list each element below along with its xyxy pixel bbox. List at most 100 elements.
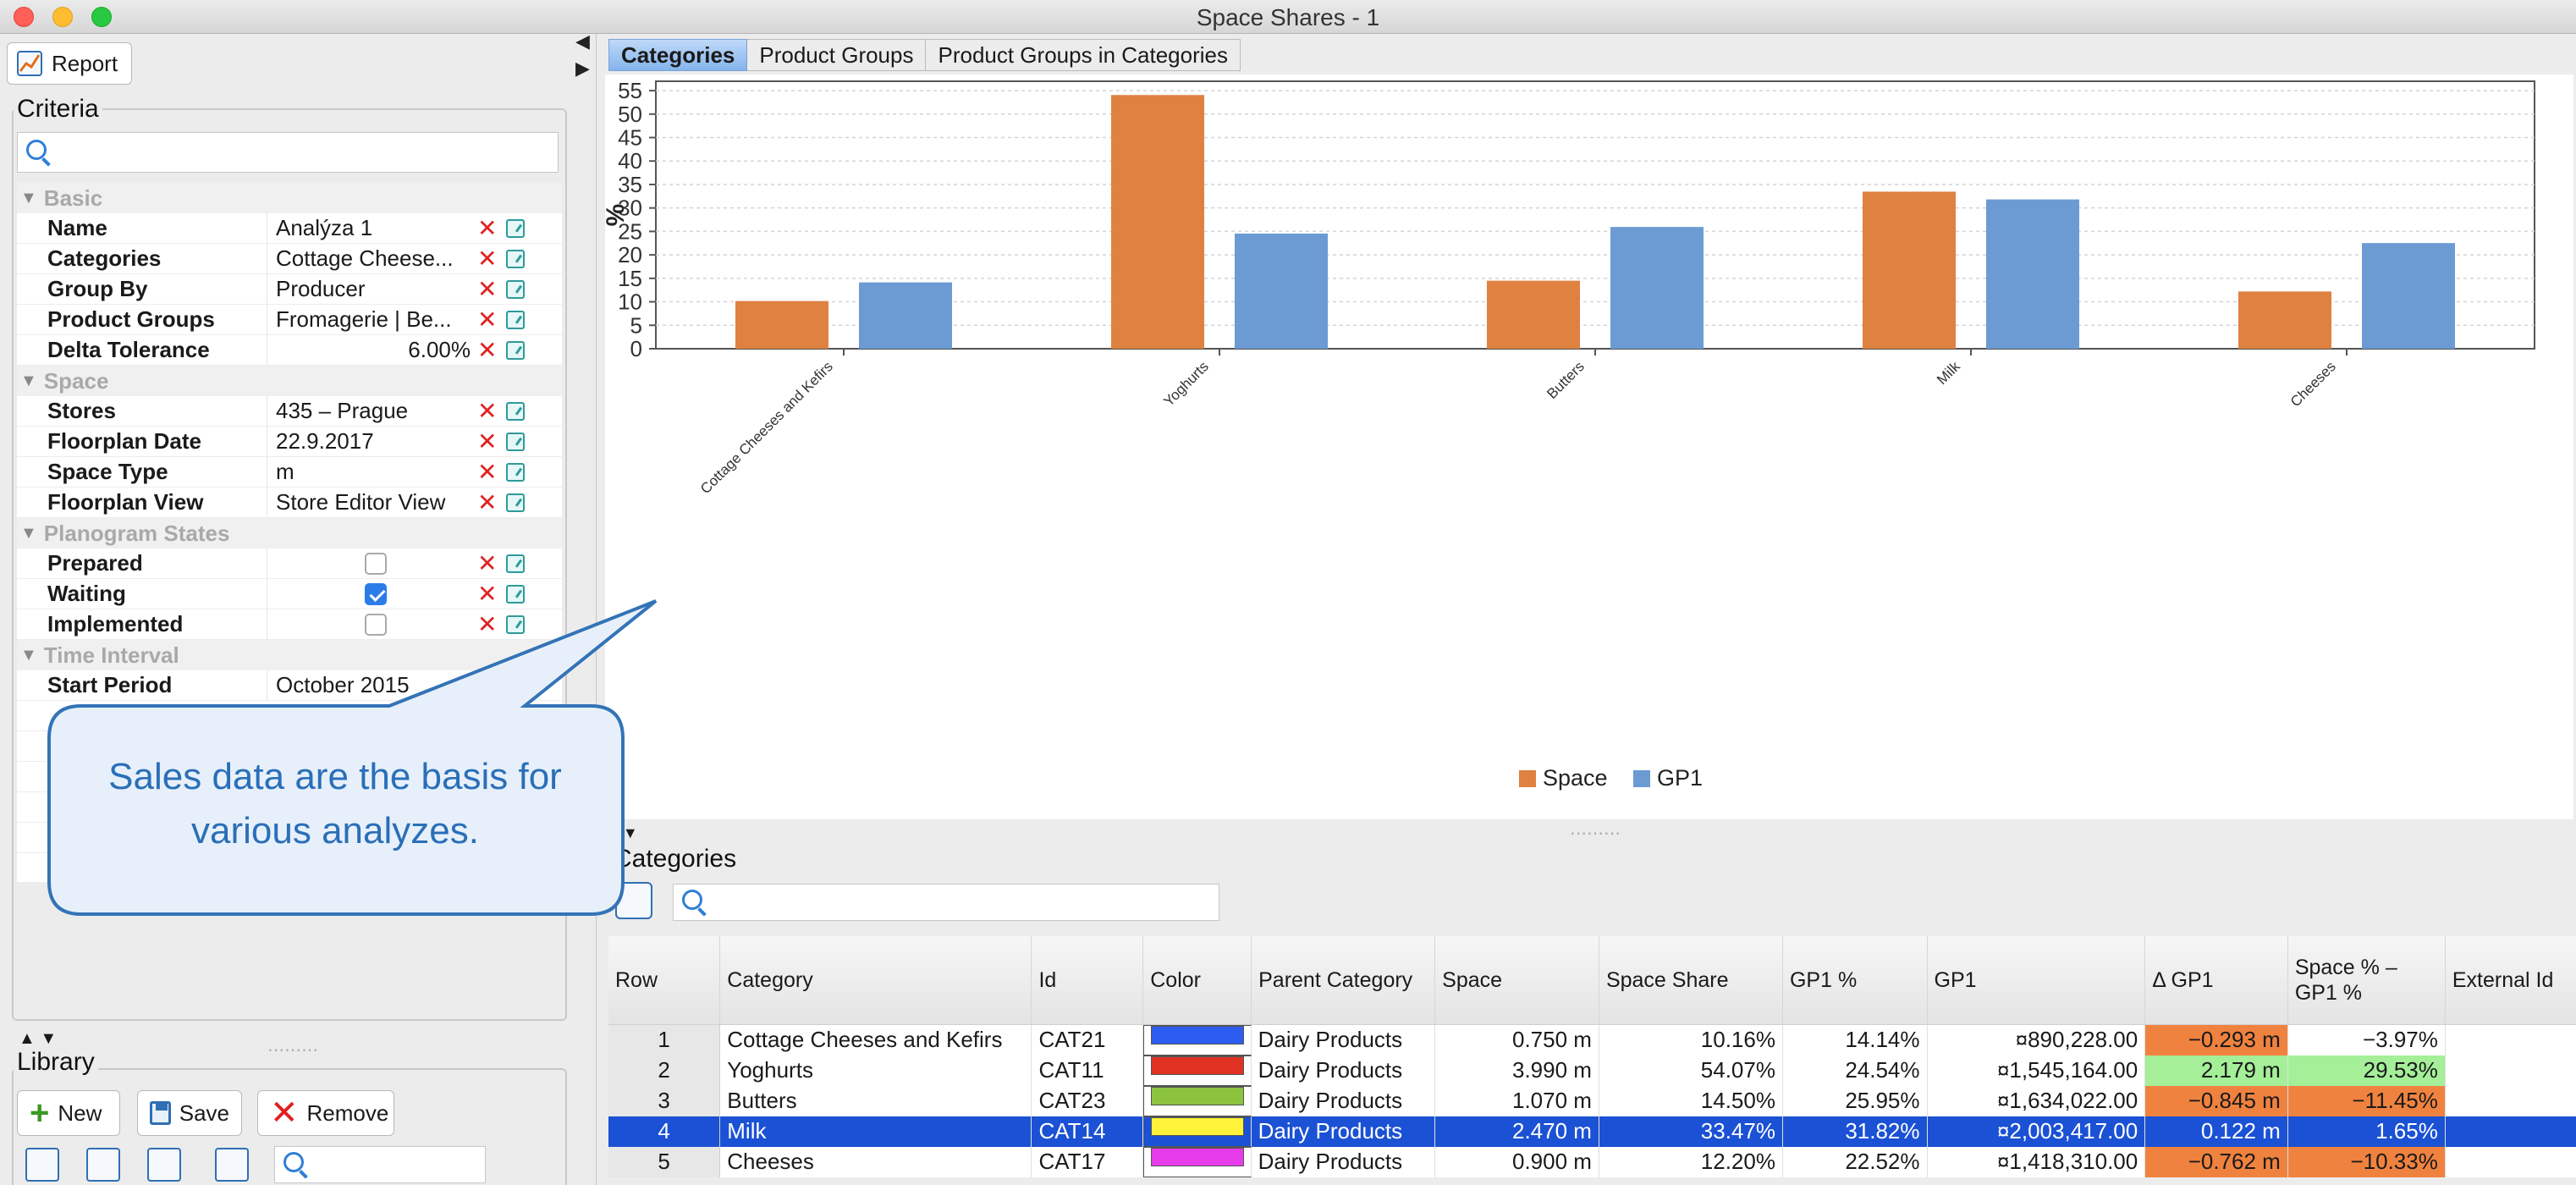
clear-icon[interactable]: ✕ xyxy=(477,489,498,515)
criteria-row[interactable]: Prepared ✕ xyxy=(17,548,562,579)
table-row[interactable]: 1 Cottage Cheeses and Kefirs CAT21 Dairy Pr… xyxy=(608,1024,2576,1055)
criteria-row[interactable]: Categories Cottage Cheese... ✕ xyxy=(17,244,562,274)
criteria-row[interactable]: Floorplan View Store Editor View ✕ xyxy=(17,488,562,518)
edit-icon[interactable] xyxy=(506,341,525,360)
criteria-row[interactable]: Start Period October 2015 ✕ xyxy=(17,670,562,701)
bar-space[interactable] xyxy=(2238,291,2331,349)
criteria-row-value[interactable]: 435 – Prague xyxy=(276,398,409,423)
clipboard-icon[interactable] xyxy=(615,882,652,919)
expand-triangle-icon[interactable]: ▼ xyxy=(20,523,37,543)
duplicate-icon[interactable] xyxy=(86,1148,120,1182)
clipboard-icon[interactable] xyxy=(215,1148,249,1182)
column-header[interactable]: Category xyxy=(719,936,1032,1025)
expand-triangle-icon[interactable]: ▼ xyxy=(20,645,37,664)
clear-icon[interactable]: ✕ xyxy=(477,276,498,302)
clear-icon[interactable]: ✕ xyxy=(477,581,498,607)
edit-icon[interactable] xyxy=(506,250,525,268)
checkbox[interactable] xyxy=(365,582,387,605)
criteria-section-header[interactable]: ▼ Time Interval xyxy=(17,640,562,670)
bar-space[interactable] xyxy=(1863,191,1956,349)
splitter-handle[interactable]: ⋯⋯⋯ xyxy=(267,1041,318,1060)
criteria-row-value[interactable]: Cottage Cheese... xyxy=(276,245,454,271)
column-header[interactable]: Space Share xyxy=(1599,936,1783,1025)
criteria-row-value[interactable]: Fromagerie | Be... xyxy=(276,306,452,332)
clear-icon[interactable]: ✕ xyxy=(477,459,498,485)
column-header[interactable]: Space xyxy=(1434,936,1599,1025)
table-row[interactable]: 3 Butters CAT23 Dairy Products 1.070 m 14.50%… xyxy=(608,1085,2576,1116)
edit-icon[interactable] xyxy=(506,615,525,634)
bar-space[interactable] xyxy=(1111,95,1204,350)
criteria-row[interactable]: Waiting ✕ xyxy=(17,579,562,609)
bar-space[interactable] xyxy=(735,300,828,349)
save-button[interactable]: Save xyxy=(137,1090,242,1136)
bar-gp1[interactable] xyxy=(1986,199,2079,349)
edit-icon[interactable] xyxy=(506,311,525,329)
expand-triangle-icon[interactable]: ▼ xyxy=(20,371,37,390)
report-button[interactable]: Report xyxy=(7,42,132,85)
column-header[interactable]: Space % – GP1 % xyxy=(2287,936,2446,1025)
clear-icon[interactable]: ✕ xyxy=(477,550,498,576)
edit-icon[interactable] xyxy=(506,463,525,482)
criteria-row[interactable]: Stores 435 – Prague ✕ xyxy=(17,396,562,427)
criteria-row[interactable]: Group By Producer ✕ xyxy=(17,274,562,305)
column-header[interactable]: GP1 xyxy=(1927,936,2146,1025)
clear-icon[interactable]: ✕ xyxy=(477,337,498,363)
table-row[interactable]: 4 Milk CAT14 Dairy Products 2.470 m 33.47% 31.… xyxy=(608,1116,2576,1147)
criteria-row[interactable]: Implemented ✕ xyxy=(17,609,562,640)
clear-icon[interactable]: ✕ xyxy=(477,398,498,424)
criteria-row-value[interactable]: Store Editor View xyxy=(276,489,446,515)
criteria-row[interactable]: Name Analýza 1 ✕ xyxy=(17,213,562,244)
criteria-section-header[interactable]: ▼ Space xyxy=(17,366,562,396)
categories-search-input[interactable] xyxy=(673,884,1219,921)
column-header[interactable]: GP1 % xyxy=(1782,936,1928,1025)
expand-right-icon[interactable]: ▶ xyxy=(575,58,590,79)
bar-gp1[interactable] xyxy=(2362,243,2455,349)
tab-product-groups-in-categories[interactable]: Product Groups in Categories xyxy=(926,39,1241,71)
edit-icon[interactable] xyxy=(506,402,525,421)
criteria-row-value[interactable]: Producer xyxy=(276,276,366,301)
criteria-row-value[interactable]: Analýza 1 xyxy=(276,215,373,240)
criteria-row[interactable]: Delta Tolerance 6.00% ✕ xyxy=(17,335,562,366)
splitter-arrows-icon[interactable]: ▲ ▼ xyxy=(19,1029,58,1048)
criteria-row[interactable]: Product Groups Fromagerie | Be... ✕ xyxy=(17,305,562,335)
edit-icon[interactable] xyxy=(506,219,525,238)
table-row[interactable]: 5 Cheeses CAT17 Dairy Products 0.900 m 12.20%… xyxy=(608,1146,2576,1177)
criteria-section-header[interactable]: ▼ Planogram States xyxy=(17,518,562,548)
criteria-section-header[interactable]: ▼ Basic xyxy=(17,183,562,213)
column-header[interactable]: Δ GP1 xyxy=(2144,936,2288,1025)
expand-triangle-icon[interactable]: ▼ xyxy=(20,188,37,207)
bar-gp1[interactable] xyxy=(1235,233,1328,349)
edit-icon[interactable] xyxy=(506,554,525,573)
splitter-handle[interactable]: ⋯⋯⋯ xyxy=(1570,824,1621,843)
remove-button[interactable]: ✕ Remove xyxy=(257,1090,394,1136)
new-button[interactable]: + New xyxy=(17,1090,120,1136)
clear-icon[interactable]: ✕ xyxy=(477,672,498,698)
clear-icon[interactable]: ✕ xyxy=(477,245,498,272)
criteria-row-value[interactable]: 6.00% xyxy=(408,337,471,362)
library-search-input[interactable] xyxy=(274,1146,486,1183)
clear-icon[interactable]: ✕ xyxy=(477,428,498,455)
bar-gp1[interactable] xyxy=(859,282,952,349)
window-maximize-button[interactable] xyxy=(91,7,112,27)
check-list-icon[interactable] xyxy=(25,1148,59,1182)
edit-icon[interactable] xyxy=(506,676,525,695)
edit-icon[interactable] xyxy=(506,493,525,512)
tab-categories[interactable]: Categories xyxy=(608,39,748,71)
checkbox[interactable] xyxy=(365,552,387,575)
bar-space[interactable] xyxy=(1487,280,1580,349)
column-header[interactable]: Parent Category xyxy=(1251,936,1436,1025)
column-header[interactable]: Id xyxy=(1031,936,1144,1025)
criteria-row-value[interactable]: m xyxy=(276,459,294,484)
criteria-row-value[interactable]: 22.9.2017 xyxy=(276,428,374,454)
column-header[interactable]: External Id xyxy=(2445,936,2576,1025)
window-close-button[interactable] xyxy=(14,7,34,27)
help-icon[interactable] xyxy=(147,1148,181,1182)
clear-icon[interactable]: ✕ xyxy=(477,215,498,241)
checkbox[interactable] xyxy=(365,613,387,636)
edit-icon[interactable] xyxy=(506,433,525,451)
criteria-row[interactable]: Floorplan Date 22.9.2017 ✕ xyxy=(17,427,562,457)
criteria-row[interactable]: Space Type m ✕ xyxy=(17,457,562,488)
collapse-left-icon[interactable]: ◀ xyxy=(575,30,590,52)
column-header[interactable]: Row xyxy=(608,936,721,1025)
criteria-search-input[interactable] xyxy=(17,132,559,173)
